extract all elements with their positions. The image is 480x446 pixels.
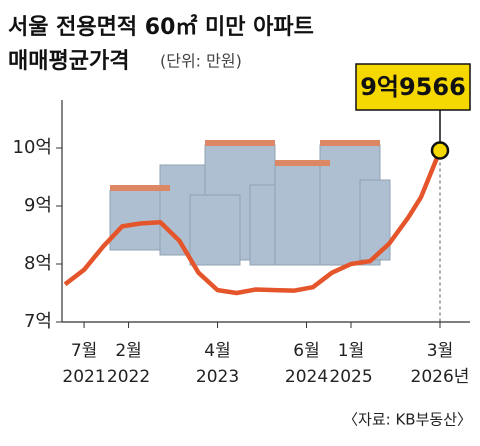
x-tick-label: 3월 2026년 xyxy=(410,341,470,387)
y-tick-label: 7억 xyxy=(24,311,52,332)
x-tick-label: 7월 2021 xyxy=(62,341,106,387)
value-label: 9억9566 xyxy=(360,73,466,101)
y-tick-label: 10억 xyxy=(13,137,52,158)
x-tick-label: 4월 2023 xyxy=(195,341,240,387)
source: 〈자료: KB부동산〉 xyxy=(343,411,472,429)
y-tick-label: 9억 xyxy=(24,195,52,216)
x-tick-label: 1월 2025 xyxy=(329,341,373,387)
chart-title: 매매평균가격 xyxy=(8,49,129,74)
x-tick-label: 2월 2022 xyxy=(106,341,151,387)
chart-title: 서울 전용면적 60㎡ 미만 아파트 xyxy=(8,14,314,40)
x-tick-label: 6월 2024 xyxy=(284,341,329,387)
callout-box xyxy=(355,63,471,111)
buildings xyxy=(109,140,391,266)
chart-subtitle: (단위: 만원) xyxy=(160,52,242,71)
y-tick-label: 8억 xyxy=(24,253,52,274)
line xyxy=(63,149,443,296)
end-marker xyxy=(430,141,450,160)
